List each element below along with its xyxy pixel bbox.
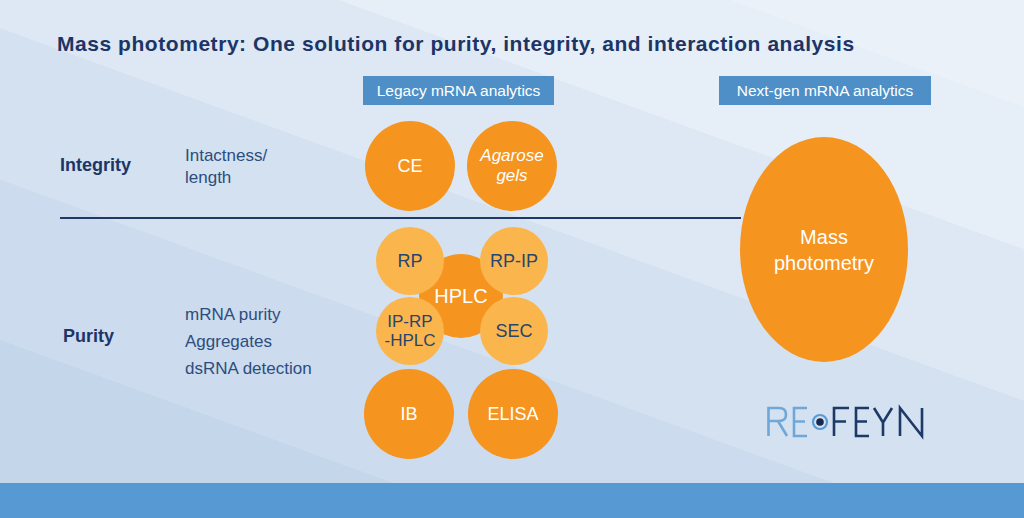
mass-photometry-ellipse: Mass photometry xyxy=(740,137,908,362)
refeyn-logo xyxy=(766,404,926,444)
integrity-row-label: Integrity xyxy=(60,155,131,176)
infographic: Mass photometry: One solution for purity… xyxy=(0,0,1024,518)
purity-row-description: mRNA purity Aggregates dsRNA detection xyxy=(185,301,312,382)
method-circle-elisa: ELISA xyxy=(468,369,558,459)
method-circle-agarose-gels: Agarose gels xyxy=(467,121,557,211)
method-circle-ip-rp-hplc: IP-RP -HPLC xyxy=(376,297,444,365)
method-circle-ce: CE xyxy=(365,121,455,211)
purity-row-label: Purity xyxy=(63,326,114,347)
legacy-column-header: Legacy mRNA analytics xyxy=(363,76,554,105)
method-circle-rp: RP xyxy=(376,227,444,295)
page-title: Mass photometry: One solution for purity… xyxy=(57,32,855,56)
integrity-row-description: Intactness/ length xyxy=(185,145,267,189)
method-circle-ib: IB xyxy=(364,369,454,459)
nextgen-column-header: Next-gen mRNA analytics xyxy=(719,76,931,105)
row-divider-line xyxy=(60,217,741,219)
bottom-accent-bar xyxy=(0,483,1024,518)
method-circle-sec: SEC xyxy=(480,297,548,365)
refeyn-logo-svg xyxy=(766,404,926,440)
method-circle-rp-ip: RP-IP xyxy=(480,227,548,295)
